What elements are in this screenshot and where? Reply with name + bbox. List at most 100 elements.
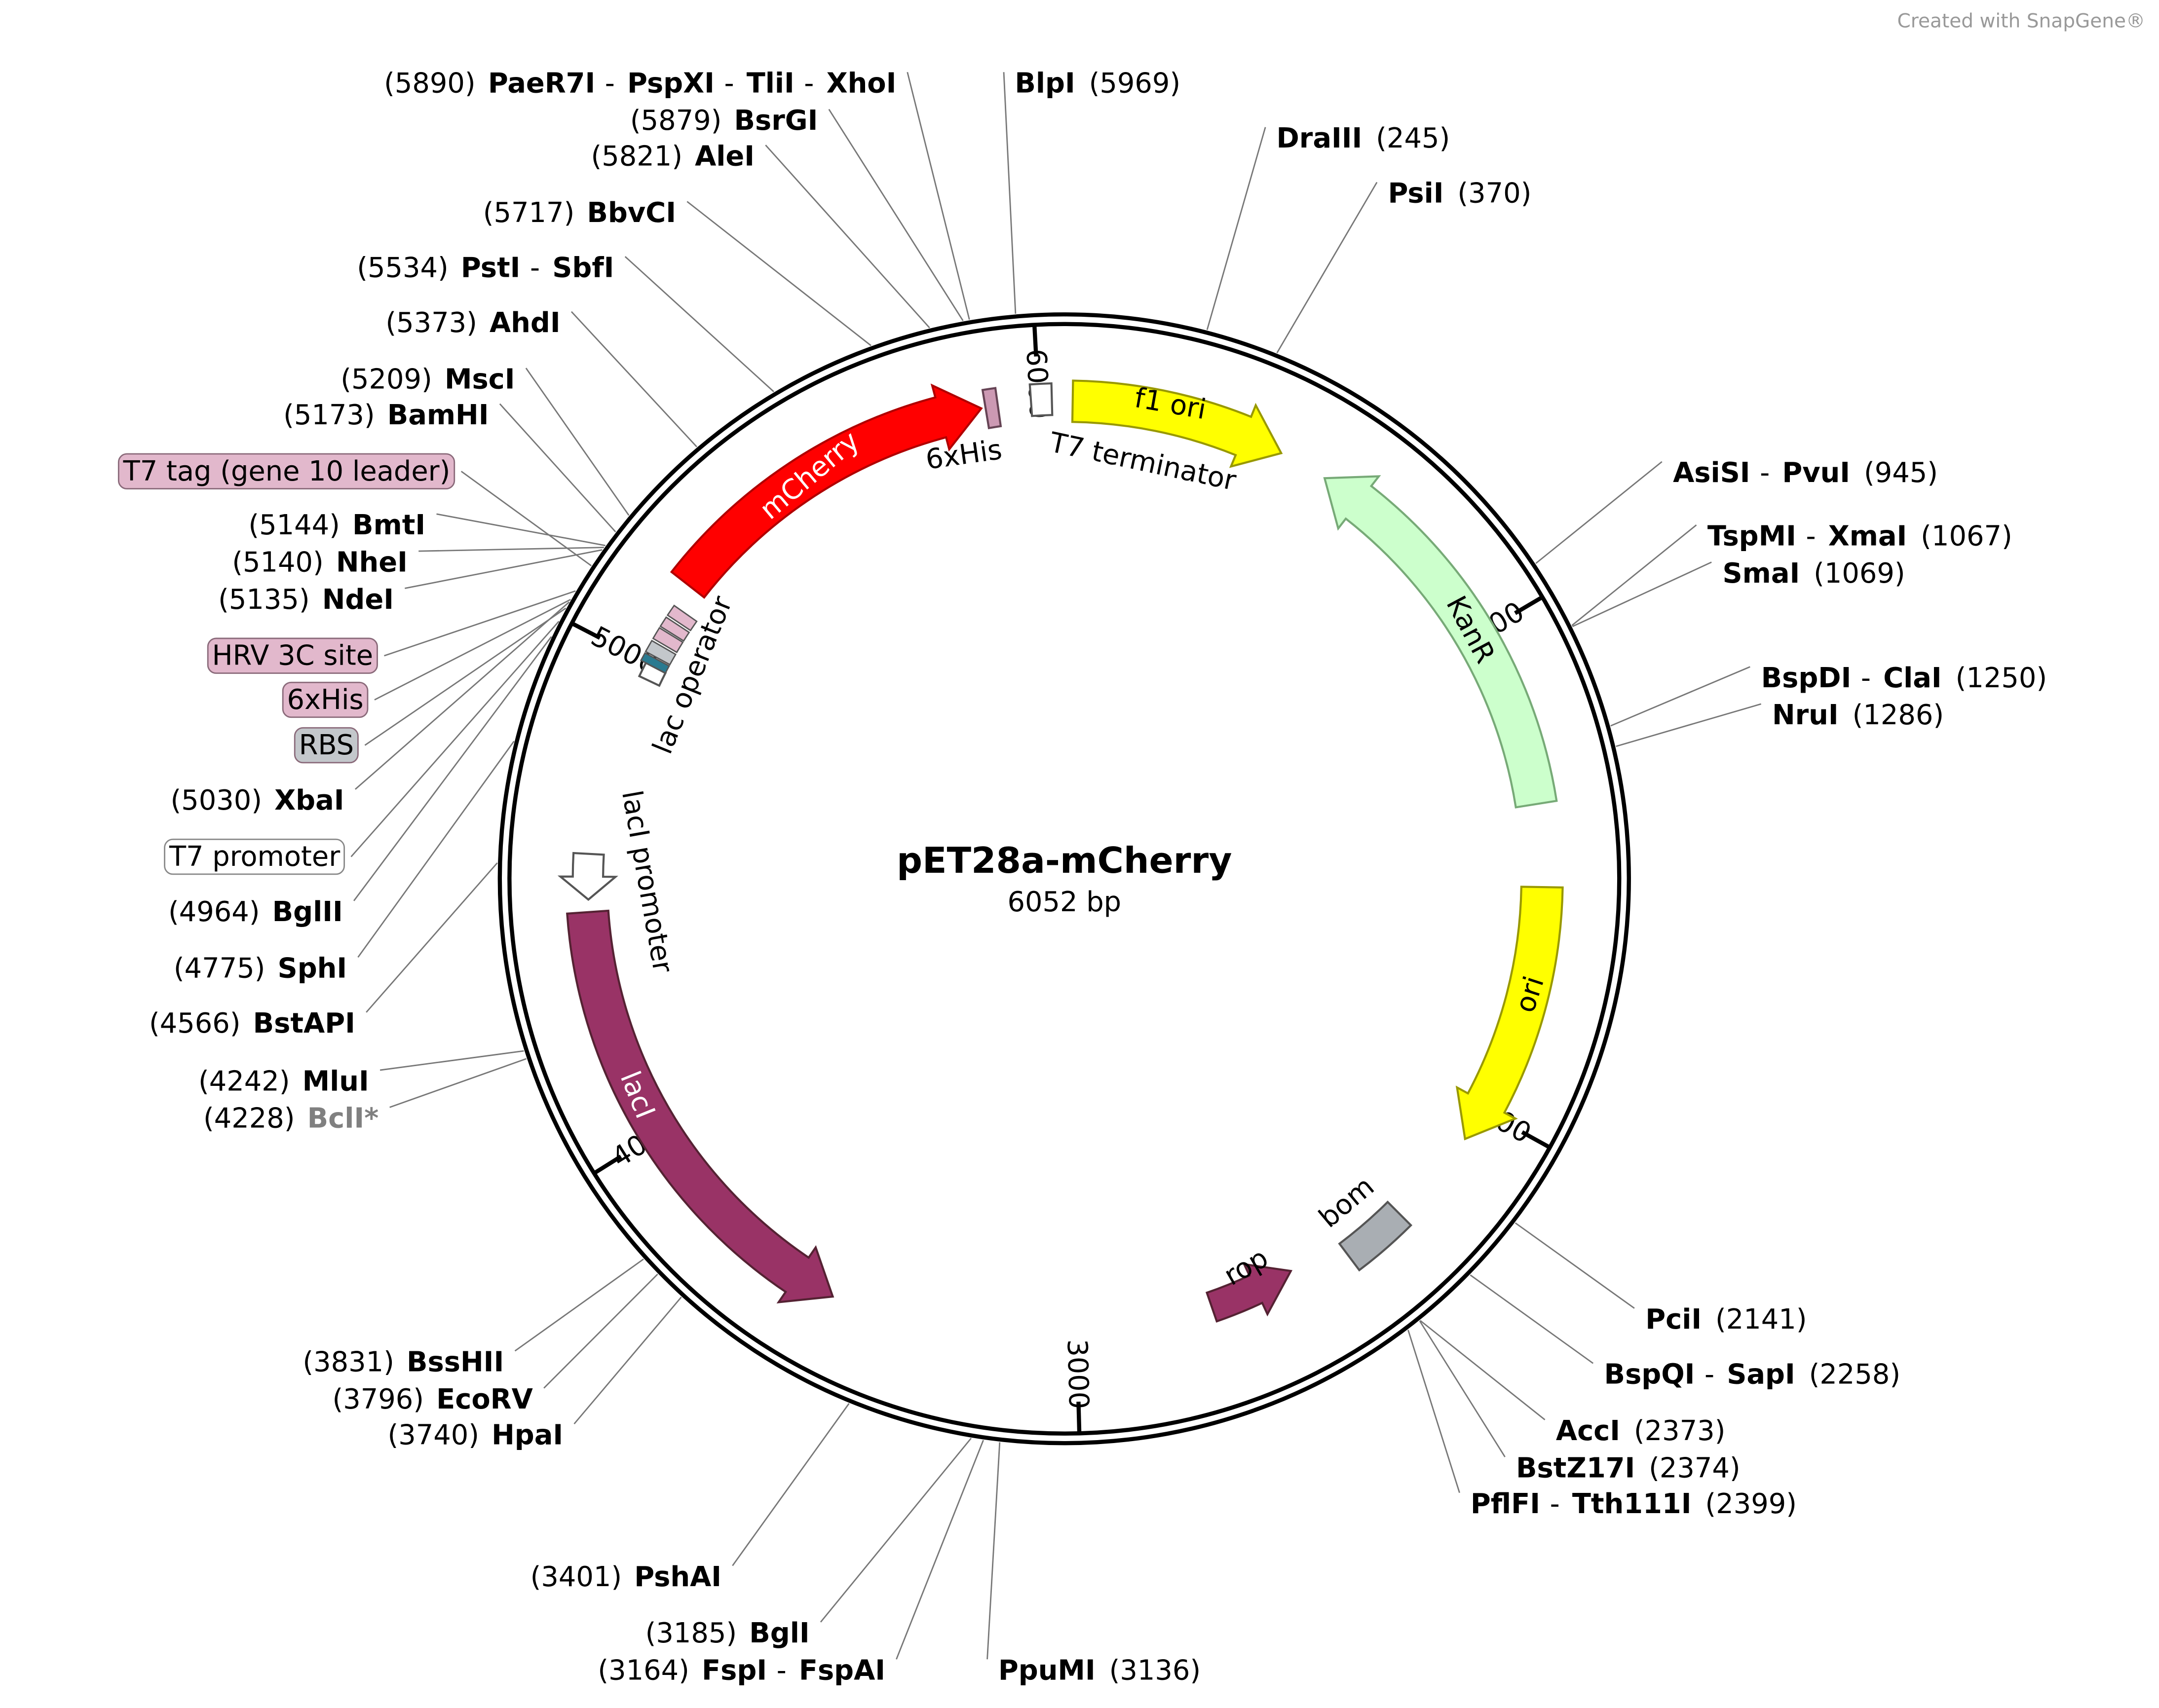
leader-line [1610,666,1750,727]
leader-line [828,109,964,321]
enzyme-name: AleI [695,140,755,172]
leader-line [364,607,567,746]
enzyme-position: (4228) [203,1102,295,1134]
leader-line [405,549,603,589]
enzyme-label: PsiI (370) [1388,177,1532,209]
enzyme-position: (3164) [598,1654,689,1686]
enzyme-name: FspAI [799,1654,885,1686]
enzyme-label: (5821) AleI [591,140,755,172]
enzyme-label: (4242) MluI [198,1065,369,1097]
enzyme-name: BlpI [1015,67,1075,99]
enzyme-label: AccI (2373) [1556,1415,1726,1447]
callout-box [282,681,369,718]
enzyme-name: HpaI [492,1419,563,1451]
leader-line [525,368,630,516]
leader-line [499,403,616,532]
callout-box [294,727,359,764]
leader-line [896,1440,984,1660]
leader-line [1470,1274,1594,1364]
enzyme-name: BstZ17I [1516,1452,1635,1484]
enzyme-label: (5140) NheI [232,546,408,578]
leader-line [357,741,515,958]
leader-line [460,471,592,566]
mcs-element [640,652,670,674]
callout-box [117,453,455,490]
tick-mark [593,1154,622,1175]
leader-line [1515,1222,1635,1309]
enzyme-position: (2374) [1649,1452,1741,1484]
enzyme-position: (5140) [232,546,324,578]
separator: - [530,252,540,284]
enzyme-name: BspQI [1604,1358,1695,1390]
enzyme-name: EcoRV [436,1383,533,1415]
separator: - [804,67,814,99]
leader-line [573,1297,682,1425]
enzyme-name: BbvCI [587,196,676,228]
enzyme-position: (5821) [591,140,682,172]
separator: - [1550,1487,1560,1520]
mcs-element [652,627,684,654]
enzyme-label: SmaI (1069) [1723,557,1905,589]
callout-label: T7 promoter [169,841,340,873]
leader-line [820,1438,972,1623]
enzyme-label: (5534) PstI - SbfI [357,252,614,284]
callout-label: 6xHis [287,684,364,716]
enzyme-name: FspI [702,1654,767,1686]
enzyme-label: BstZ17I (2374) [1516,1452,1741,1484]
mcs-element [644,639,677,666]
enzyme-label: (4566) BstAPI [149,1007,355,1040]
separator: - [1704,1358,1714,1390]
enzyme-label: PflFI - Tth111I (2399) [1471,1487,1797,1520]
enzyme-name: BstAPI [253,1007,355,1040]
enzyme-position: (1067) [1921,520,2012,552]
enzyme-name: PsiI [1388,177,1444,209]
enzyme-label: (5209) MscI [341,363,515,395]
leader-line [366,862,498,1013]
enzyme-name: MscI [445,363,515,395]
tick-mark [1521,1130,1551,1150]
enzyme-name: XbaI [274,784,344,817]
enzyme-label: (3185) BglI [645,1617,810,1649]
enzyme-label: (3401) PshAI [530,1560,721,1593]
enzyme-label: (3740) HpaI [387,1419,563,1451]
enzyme-position: (5030) [171,784,263,817]
enzyme-name: PciI [1645,1303,1702,1336]
enzyme-position: (370) [1457,177,1531,209]
leader-line [624,256,774,392]
enzyme-name: DraIII [1276,122,1362,154]
watermark: Created with SnapGene® [1897,10,2146,32]
feature-arc [1455,886,1564,1141]
enzyme-position: (245) [1376,122,1450,154]
enzyme-name: NruI [1772,699,1839,731]
leader-line [732,1403,850,1566]
callout-box [207,637,378,674]
separator: - [777,1654,787,1686]
enzyme-name: SphI [278,952,347,984]
enzyme-position: (4964) [168,896,260,928]
leader-line [1003,72,1017,314]
enzyme-label: (3796) EcoRV [332,1383,532,1415]
callout-box [164,838,345,875]
enzyme-name: NheI [336,546,408,578]
enzyme-position: (5135) [218,583,310,615]
tick-mark [1032,325,1038,357]
enzyme-name: Tth111I [1572,1487,1692,1520]
enzyme-position: (3740) [387,1419,479,1451]
enzyme-position: (5969) [1089,67,1181,99]
plasmid-title: pET28a-mCherry [897,840,1232,882]
enzyme-position: (5144) [248,509,340,541]
enzyme-name: TspMI [1707,520,1796,552]
leader-line [1206,127,1266,331]
enzyme-position: (4242) [198,1065,290,1097]
enzyme-label: (5135) NdeI [218,583,394,615]
leader-line [986,1442,1001,1660]
enzyme-name: NdeI [322,583,394,615]
plasmid-length: 6052 bp [1008,886,1122,918]
feature-arc [1338,1200,1413,1272]
leader-line [686,201,871,346]
enzyme-label: (5173) BamHI [283,399,489,431]
enzyme-name: BglII [272,896,343,928]
separator: - [724,67,734,99]
enzyme-name: SapI [1727,1358,1795,1390]
